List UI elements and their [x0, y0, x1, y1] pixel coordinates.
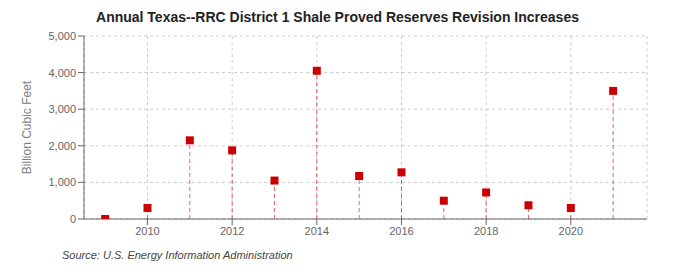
svg-text:Billion Cubic Feet: Billion Cubic Feet [20, 80, 34, 174]
html-text:Source: U.S. Energy Informatio: Source: U.S. Energy Information Administ… [62, 249, 293, 261]
svg-text:2012: 2012 [220, 225, 244, 237]
svg-text:2020: 2020 [559, 225, 583, 237]
svg-text:2016: 2016 [389, 225, 413, 237]
svg-text:5,000: 5,000 [48, 30, 76, 42]
svg-text:4,000: 4,000 [48, 67, 76, 79]
svg-text:2010: 2010 [135, 225, 159, 237]
svg-text:2014: 2014 [305, 225, 329, 237]
svg-text:2018: 2018 [474, 225, 498, 237]
html-text:Annual Texas--RRC District 1 S: Annual Texas--RRC District 1 Shale Prove… [96, 9, 579, 25]
svg-text:2,000: 2,000 [48, 140, 76, 152]
svg-text:0: 0 [70, 213, 76, 225]
svg-text:3,000: 3,000 [48, 103, 76, 115]
svg-text:1,000: 1,000 [48, 176, 76, 188]
